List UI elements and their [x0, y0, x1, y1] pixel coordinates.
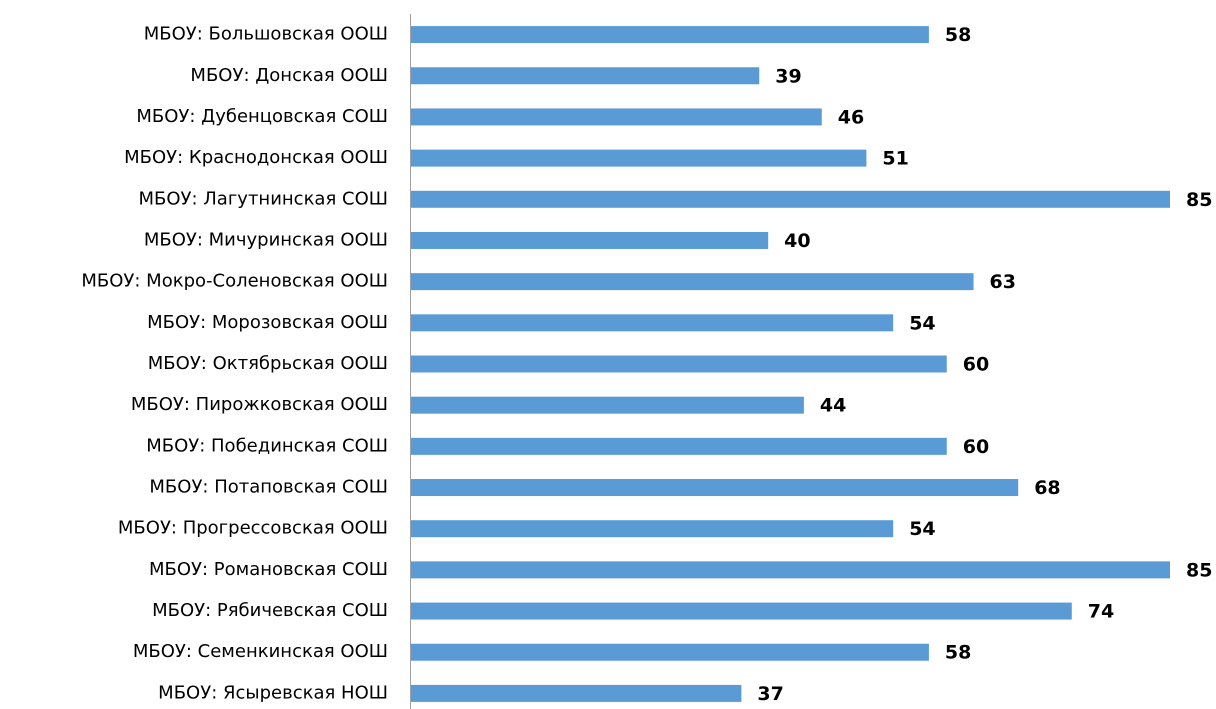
category-label: МБОУ: Лагутнинская СОШ — [138, 188, 388, 209]
bar — [411, 67, 760, 85]
value-label: 60 — [963, 354, 989, 376]
category-label: МБОУ: Дубенцовская СОШ — [136, 106, 388, 127]
value-label: 60 — [963, 436, 989, 458]
value-label: 85 — [1186, 559, 1212, 581]
value-label: 68 — [1034, 477, 1060, 499]
bar — [411, 108, 822, 126]
bar — [411, 231, 769, 249]
category-label: МБОУ: Морозовская ООШ — [147, 312, 388, 333]
category-label: МБОУ: Октябрьская ООШ — [148, 353, 388, 374]
category-label: МБОУ: Романовская СОШ — [149, 559, 388, 580]
bar — [411, 684, 742, 702]
bar — [411, 355, 947, 373]
value-label: 58 — [945, 642, 971, 664]
category-label: МБОУ: Большовская ООШ — [144, 24, 388, 45]
bar — [411, 149, 867, 167]
value-label: 63 — [990, 271, 1016, 293]
category-label: МБОУ: Семенкинская ООШ — [133, 641, 388, 662]
bar — [411, 26, 929, 44]
bar — [411, 273, 974, 291]
bar — [411, 561, 1170, 579]
bar — [411, 437, 947, 455]
bar — [411, 520, 894, 538]
category-label: МБОУ: Прогрессовская ООШ — [118, 518, 388, 539]
category-label: МБОУ: Донская ООШ — [190, 65, 388, 86]
category-label: МБОУ: Рябичевская СОШ — [152, 600, 388, 621]
bar — [411, 190, 1170, 208]
category-label: МБОУ: Мокро-Соленовская ООШ — [81, 271, 388, 292]
category-label: МБОУ: Побединская СОШ — [146, 435, 388, 456]
value-label: 51 — [882, 148, 908, 170]
value-label: 74 — [1088, 601, 1114, 623]
category-label: МБОУ: Потаповская СОШ — [149, 477, 388, 498]
value-label: 44 — [820, 395, 846, 417]
value-label: 37 — [757, 683, 783, 705]
value-label: 40 — [784, 230, 810, 252]
value-label: 39 — [775, 65, 801, 87]
value-label: 58 — [945, 24, 971, 46]
category-label: МБОУ: Мичуринская ООШ — [144, 229, 388, 250]
bar — [411, 396, 804, 414]
category-label: МБОУ: Краснодонская ООШ — [124, 147, 388, 168]
value-label: 85 — [1186, 189, 1212, 211]
bar — [411, 314, 894, 332]
value-label: 54 — [909, 518, 935, 540]
bar — [411, 643, 929, 661]
category-label: МБОУ: Ясыревская НОШ — [158, 682, 388, 703]
bar — [411, 602, 1072, 620]
category-label: МБОУ: Пирожковская ООШ — [131, 394, 388, 415]
value-label: 46 — [838, 106, 864, 128]
bar — [411, 479, 1019, 497]
value-label: 54 — [909, 312, 935, 334]
